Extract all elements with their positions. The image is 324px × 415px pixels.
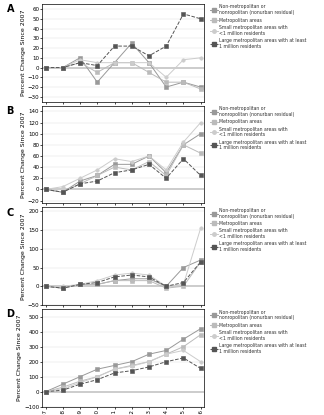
Y-axis label: Percent Change Since 2007: Percent Change Since 2007	[17, 315, 22, 401]
Legend: Non-metropolitan or
nonropolitan (nonurban residual), Metropolitan areas, Small : Non-metropolitan or nonropolitan (nonurb…	[210, 310, 307, 354]
Text: B: B	[6, 106, 14, 116]
Y-axis label: Percent Change Since 2007: Percent Change Since 2007	[21, 10, 26, 96]
Text: C: C	[6, 208, 14, 217]
X-axis label: Year: Year	[116, 222, 130, 227]
Legend: Non-metropolitan or
nonropolitan (nonurban residual), Metropolitan areas, Small : Non-metropolitan or nonropolitan (nonurb…	[210, 106, 307, 151]
X-axis label: Year: Year	[116, 120, 130, 125]
Legend: Non-metropolitan or
nonropolitan (nonurban residual), Metropolitan areas, Small : Non-metropolitan or nonropolitan (nonurb…	[210, 208, 307, 252]
X-axis label: Year: Year	[116, 323, 130, 328]
Y-axis label: Percent Change Since 2007: Percent Change Since 2007	[21, 213, 26, 300]
Y-axis label: Percent Change Since 2007: Percent Change Since 2007	[21, 111, 26, 198]
Legend: Non-metropolitan or
nonropolitan (nonurban residual), Metropolitan areas, Small : Non-metropolitan or nonropolitan (nonurb…	[210, 5, 307, 49]
Text: D: D	[6, 309, 15, 319]
Text: A: A	[6, 4, 14, 14]
